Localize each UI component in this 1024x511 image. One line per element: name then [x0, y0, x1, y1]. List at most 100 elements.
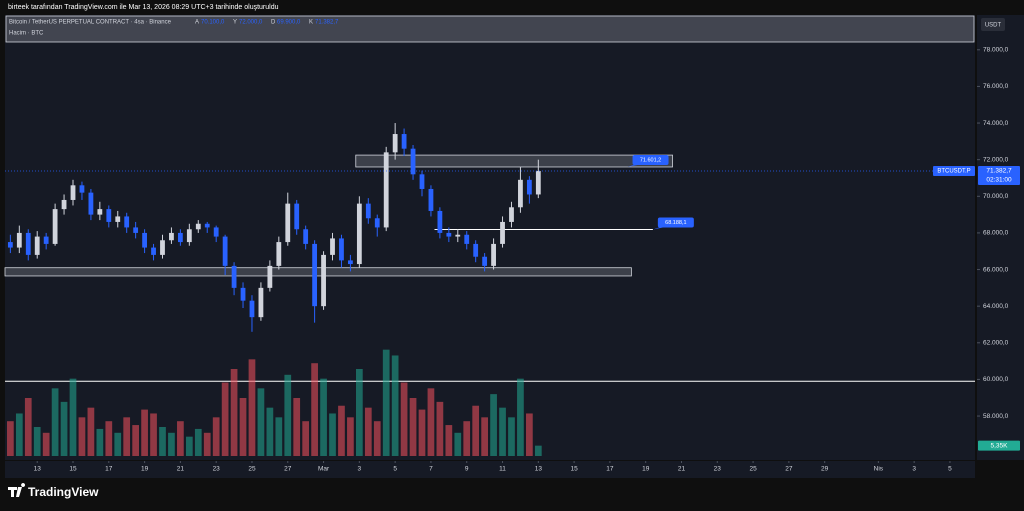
volume-bar [508, 417, 515, 456]
x-tick-label: 13 [535, 466, 543, 473]
candle-body [356, 203, 362, 265]
volume-bar [472, 405, 480, 456]
y-tick-label: 64.000,0 [983, 303, 1009, 310]
candle-body [437, 210, 443, 233]
volume-bar [338, 405, 345, 456]
callout-box [632, 154, 669, 165]
candle-body [177, 232, 183, 243]
volume-bar [24, 398, 32, 456]
x-tick-label: 3 [358, 466, 362, 473]
volume-bar [96, 428, 104, 456]
volume-bar [69, 378, 77, 456]
callout-label: 68.188,1 [665, 220, 686, 226]
x-tick-label: 27 [284, 466, 292, 473]
volume-bar [293, 398, 301, 456]
candle-body [392, 134, 398, 153]
candle-body [500, 221, 505, 244]
candle-body [213, 227, 219, 237]
footer-text: TradingView [28, 485, 99, 499]
volume-bar [87, 407, 95, 456]
candle-body [61, 199, 67, 210]
time-axis [5, 461, 975, 478]
candle-body [464, 234, 470, 244]
candle-body [518, 179, 523, 208]
volume-bar [391, 355, 399, 456]
x-tick-label: Nis [874, 466, 884, 473]
volume-bar [311, 363, 318, 456]
candle-body [428, 188, 434, 211]
legend-overlay [5, 15, 975, 43]
volume-bar [499, 407, 506, 456]
candle-body [455, 234, 461, 237]
volume-label-box [978, 440, 1020, 451]
logo-mark [8, 483, 26, 497]
volume-bar [409, 398, 417, 456]
candle-body [222, 236, 228, 266]
volume-bar [78, 417, 86, 456]
volume-bar [51, 388, 59, 456]
y-tick-label: 76.000,0 [983, 83, 1009, 90]
volume-bar [454, 432, 462, 456]
volume-bar [248, 359, 256, 456]
candle-body [365, 203, 371, 219]
y-tick-label: 68.000,0 [983, 230, 1009, 237]
candle-body [419, 174, 425, 189]
candle-body [312, 243, 318, 307]
y-tick-label: 78.000,0 [983, 47, 1009, 54]
candle-body [401, 134, 407, 149]
last-price-box [978, 165, 1020, 185]
candle-body [43, 236, 49, 244]
legend-title: Bitcoin / TetherUS PERPETUAL CONTRACT · … [9, 20, 172, 26]
volume-bar [185, 436, 193, 456]
candle-body [535, 170, 541, 195]
volume-bar [141, 409, 148, 456]
ohlc-letter: A [195, 20, 199, 26]
volume-bar [159, 427, 166, 456]
volume-bar [150, 413, 157, 456]
x-tick-label: 5 [948, 466, 952, 473]
volume-bar [60, 401, 68, 456]
volume-bar [177, 421, 184, 456]
x-tick-label: 19 [642, 466, 650, 473]
y-tick-label: 72.000,0 [983, 156, 1009, 163]
candle-body [133, 227, 139, 233]
x-tick-label: 25 [749, 466, 757, 473]
x-tick-label: 17 [105, 466, 113, 473]
last-price-label: 71.382,7 [986, 168, 1012, 175]
x-tick-label: 11 [499, 466, 506, 473]
x-tick-label: 3 [912, 466, 916, 473]
volume-bar [364, 407, 372, 456]
x-tick-label: 9 [465, 466, 469, 473]
candle-body [482, 256, 488, 266]
candle-body [267, 265, 273, 288]
volume-bar [275, 417, 283, 456]
candle-body [52, 209, 58, 244]
candle-body [321, 254, 326, 307]
volume-bar [123, 417, 131, 456]
candle-body [142, 232, 147, 248]
y-tick-label: 58.000,0 [983, 413, 1009, 420]
candle-body [204, 223, 210, 228]
volume-label: 5,35K [991, 442, 1009, 449]
x-tick-label: 23 [213, 466, 221, 473]
candle-body [491, 243, 496, 266]
candle-body [249, 300, 255, 318]
ohlc-letter: Y [233, 20, 237, 26]
candle-body [25, 232, 31, 255]
volume-bar [302, 421, 310, 456]
volume-bar [257, 388, 265, 456]
volume-bar [463, 421, 471, 456]
volume-bar [427, 388, 435, 456]
volume-bar [239, 398, 247, 456]
volume-bar [517, 378, 524, 456]
callout-label: 71.601,2 [640, 157, 661, 163]
candle-body [151, 247, 156, 255]
candle-body [258, 287, 264, 318]
volume-bar [230, 369, 238, 456]
candle-body [303, 229, 309, 244]
candle-body [473, 243, 479, 257]
candle-body [169, 232, 174, 241]
symbol-box [933, 165, 975, 176]
volume-bar [445, 425, 453, 456]
volume-bar [7, 421, 14, 456]
